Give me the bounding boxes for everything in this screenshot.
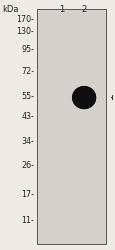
Text: 1: 1 — [59, 6, 64, 15]
Ellipse shape — [76, 90, 90, 105]
Text: 11-: 11- — [21, 216, 34, 225]
Ellipse shape — [74, 88, 92, 107]
Text: 43-: 43- — [21, 112, 34, 121]
Text: kDa: kDa — [2, 6, 19, 15]
Ellipse shape — [75, 88, 92, 107]
Ellipse shape — [77, 90, 90, 105]
Ellipse shape — [78, 91, 89, 104]
Text: 170-: 170- — [16, 15, 34, 24]
Ellipse shape — [72, 86, 95, 109]
Ellipse shape — [74, 88, 93, 107]
Ellipse shape — [75, 89, 92, 106]
Text: 34-: 34- — [21, 137, 34, 146]
Ellipse shape — [77, 91, 89, 104]
Ellipse shape — [76, 90, 91, 106]
Text: 17-: 17- — [21, 190, 34, 199]
Ellipse shape — [72, 87, 94, 108]
Ellipse shape — [74, 88, 93, 107]
Ellipse shape — [73, 87, 94, 108]
Ellipse shape — [78, 91, 89, 104]
Ellipse shape — [77, 90, 90, 105]
Ellipse shape — [72, 86, 95, 109]
Ellipse shape — [76, 89, 91, 106]
Ellipse shape — [73, 88, 93, 108]
Ellipse shape — [77, 90, 90, 105]
Ellipse shape — [74, 88, 93, 108]
Ellipse shape — [73, 87, 94, 108]
Text: 130-: 130- — [16, 26, 34, 36]
Ellipse shape — [75, 89, 91, 106]
Ellipse shape — [76, 90, 91, 106]
Ellipse shape — [73, 87, 94, 108]
Ellipse shape — [75, 89, 92, 106]
Ellipse shape — [75, 89, 92, 106]
Ellipse shape — [71, 86, 95, 109]
Text: 55-: 55- — [21, 92, 34, 102]
Text: 95-: 95- — [21, 46, 34, 54]
Bar — [37, 9, 105, 244]
Text: 26-: 26- — [21, 160, 34, 170]
Text: 2: 2 — [81, 6, 86, 15]
Text: 72-: 72- — [21, 67, 34, 76]
Ellipse shape — [72, 86, 95, 109]
Ellipse shape — [72, 87, 95, 108]
